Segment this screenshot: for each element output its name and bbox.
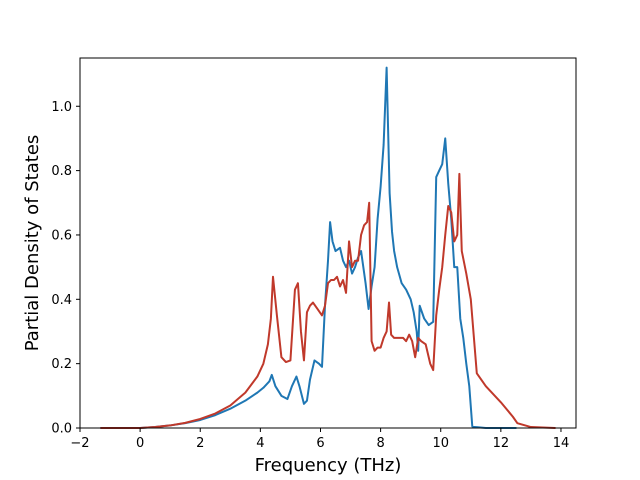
- x-axis: −2 0 2 4 6 8 10 12 14: [70, 428, 569, 451]
- x-tick-label: 6: [316, 436, 324, 451]
- x-tick-label: 14: [553, 436, 570, 451]
- y-tick-label: 0.6: [51, 228, 72, 243]
- x-tick-label: 0: [136, 436, 144, 451]
- series-layer: [100, 66, 556, 429]
- x-tick-label: −2: [70, 436, 89, 451]
- y-tick-label: 1.0: [51, 100, 72, 115]
- series-line-1: [100, 66, 517, 429]
- plot-frame: [79, 57, 577, 429]
- x-tick-label: 4: [256, 436, 264, 451]
- x-tick-label: 12: [493, 436, 510, 451]
- y-tick-label: 0.0: [51, 422, 72, 437]
- y-tick-label: 0.4: [51, 293, 72, 308]
- series-line-2: [100, 172, 556, 429]
- y-tick-label: 0.8: [51, 164, 72, 179]
- x-tick-label: 2: [196, 436, 204, 451]
- y-axis-title: Partial Density of States: [22, 135, 43, 352]
- y-axis: 0.0 0.2 0.4 0.6 0.8 1.0: [51, 100, 80, 437]
- y-tick-label: 0.2: [51, 357, 72, 372]
- x-tick-label: 8: [376, 436, 384, 451]
- x-axis-title: Frequency (THz): [255, 455, 402, 476]
- x-tick-label: 10: [432, 436, 449, 451]
